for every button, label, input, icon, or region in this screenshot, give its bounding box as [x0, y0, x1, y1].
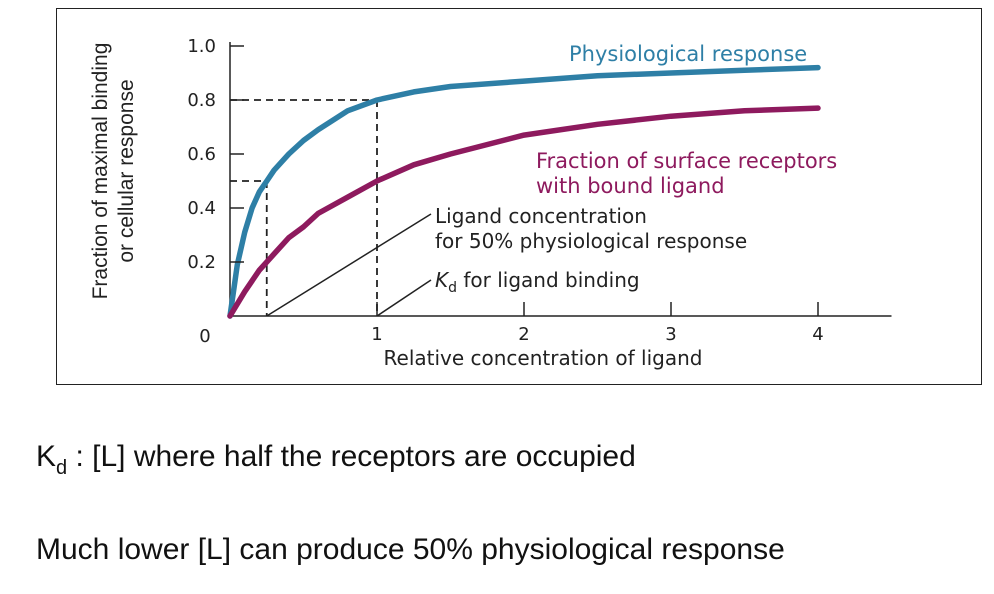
annotation-kd-sub: d — [448, 280, 457, 296]
series-label-receptors-line-1: Fraction of surface receptors — [536, 149, 837, 173]
x-axis-label: Relative concentration of ligand — [384, 346, 703, 370]
kd-symbol: K — [36, 440, 57, 473]
kd-definition-note: Kd : [L] where half the receptors are oc… — [36, 440, 636, 479]
physiological-response-note: Much lower [L] can produce 50% physiolog… — [36, 533, 785, 566]
y-axis-label-line-2: or cellular response — [115, 79, 138, 262]
annotation-kd-suffix: for ligand binding — [457, 268, 640, 292]
y-tick-label: 0.4 — [187, 198, 216, 219]
x-tick-label: 3 — [665, 324, 676, 345]
y-tick-label: 0.2 — [187, 252, 216, 273]
series-label-physiological: Physiological response — [569, 42, 807, 66]
x-tick-label: 2 — [518, 324, 529, 345]
annotation-kd-k: K — [435, 268, 450, 292]
kd-definition-text: : [L] where half the receptors are occup… — [67, 440, 636, 473]
receptor-binding-chart: 0.2 0.4 0.6 0.8 1.0 1 2 3 4 Fraction of maximal … — [89, 36, 892, 370]
kd-pointer-line — [376, 279, 432, 317]
annotation-kd: Kd for ligand binding — [435, 268, 640, 296]
series-label-receptors-line-2: with bound ligand — [536, 174, 725, 198]
y-axis-label-line-1: Fraction of maximal binding — [89, 43, 112, 300]
x-tick-label: 4 — [812, 324, 823, 345]
receptor-binding-curve — [227, 105, 821, 319]
origin-label: 0 — [199, 326, 210, 347]
annotation-ec50-line-2: for 50% physiological response — [435, 229, 747, 253]
x-tick-label: 1 — [371, 324, 382, 345]
y-tick-label: 0.6 — [187, 144, 216, 165]
ec50-pointer-line — [266, 213, 432, 317]
annotation-ec50-line-1: Ligand concentration — [435, 204, 647, 228]
y-tick-label: 1.0 — [187, 36, 216, 57]
y-tick-label: 0.8 — [187, 90, 216, 111]
physiological-response-curve — [227, 64, 821, 319]
chart-frame: 0.2 0.4 0.6 0.8 1.0 1 2 3 4 Fraction of maximal … — [56, 8, 982, 385]
kd-subscript: d — [56, 457, 68, 479]
